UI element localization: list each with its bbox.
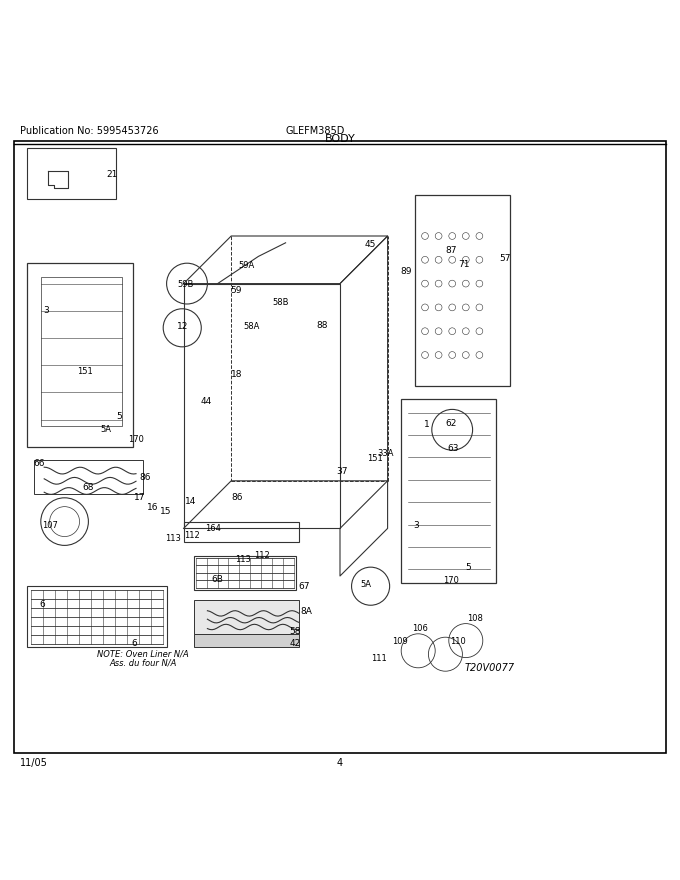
Text: 42: 42	[290, 640, 301, 649]
Text: 63: 63	[448, 444, 459, 452]
Text: 6: 6	[39, 600, 45, 609]
Text: 111: 111	[371, 655, 388, 664]
Text: 58: 58	[290, 627, 301, 636]
Text: 58B: 58B	[273, 298, 289, 307]
Text: 1: 1	[424, 420, 429, 429]
Text: 5A: 5A	[360, 580, 371, 589]
Text: 66: 66	[34, 459, 45, 468]
Text: 113: 113	[165, 534, 182, 543]
Text: 16: 16	[148, 503, 158, 512]
Text: 33A: 33A	[377, 449, 394, 458]
Text: 58A: 58A	[243, 322, 260, 331]
Text: 170: 170	[443, 576, 459, 585]
Text: 87: 87	[445, 246, 456, 255]
Text: 62: 62	[445, 419, 456, 428]
Text: Ass. du four N/A: Ass. du four N/A	[109, 658, 177, 668]
Text: GLEFM385D: GLEFM385D	[286, 126, 345, 136]
Text: 12: 12	[177, 322, 188, 331]
Text: 151: 151	[367, 454, 384, 463]
Text: 109: 109	[392, 637, 408, 647]
Text: 45: 45	[365, 239, 376, 249]
Text: NOTE: Oven Liner N/A: NOTE: Oven Liner N/A	[97, 649, 188, 659]
Text: 110: 110	[449, 637, 466, 647]
Text: 11/05: 11/05	[20, 758, 48, 768]
Text: 37: 37	[337, 467, 347, 476]
Text: 15: 15	[160, 507, 171, 516]
Text: 5: 5	[116, 412, 122, 421]
Text: 5A: 5A	[100, 425, 111, 435]
Text: 86: 86	[139, 473, 150, 482]
Polygon shape	[194, 600, 299, 634]
Text: 106: 106	[412, 624, 428, 633]
Text: 67: 67	[299, 582, 309, 590]
Text: 151: 151	[77, 368, 93, 377]
Text: 3: 3	[413, 520, 419, 530]
Text: 17: 17	[134, 494, 145, 502]
Text: 164: 164	[205, 524, 222, 533]
Text: 57: 57	[499, 254, 510, 263]
Text: 170: 170	[128, 436, 144, 444]
Text: 88: 88	[316, 321, 327, 330]
Text: 108: 108	[466, 613, 483, 623]
Text: T20V0077: T20V0077	[464, 663, 515, 673]
Text: 44: 44	[201, 397, 211, 406]
Text: BODY: BODY	[324, 135, 356, 144]
Text: 107: 107	[41, 520, 58, 530]
Text: 18: 18	[231, 370, 242, 378]
Text: 59B: 59B	[177, 281, 194, 290]
Text: 86: 86	[231, 494, 242, 502]
Text: 21: 21	[107, 171, 118, 180]
Text: 59A: 59A	[239, 260, 255, 270]
Text: Publication No: 5995453726: Publication No: 5995453726	[20, 126, 159, 136]
Text: 59: 59	[231, 286, 241, 295]
Text: 68: 68	[83, 483, 94, 492]
Text: 4: 4	[337, 758, 343, 768]
Text: 6: 6	[132, 640, 137, 649]
Text: 112: 112	[254, 551, 270, 560]
Text: 71: 71	[458, 260, 469, 269]
Text: 8A: 8A	[300, 607, 312, 616]
Text: 3: 3	[44, 306, 49, 315]
Polygon shape	[194, 634, 299, 648]
Text: 14: 14	[185, 496, 196, 506]
Text: 113: 113	[235, 554, 251, 563]
Text: 5: 5	[465, 562, 471, 572]
Text: 89: 89	[401, 267, 411, 275]
Text: 6B: 6B	[211, 575, 224, 584]
Text: 112: 112	[184, 531, 201, 539]
